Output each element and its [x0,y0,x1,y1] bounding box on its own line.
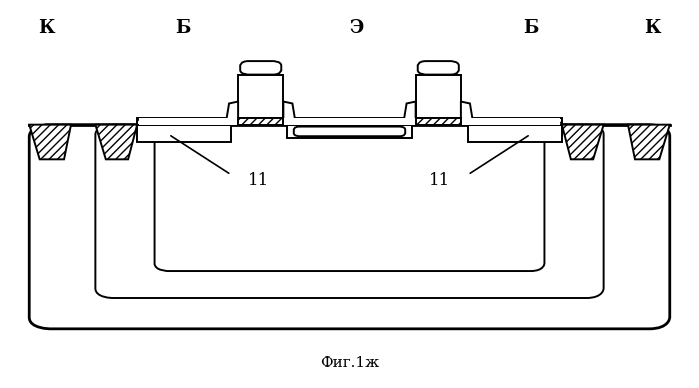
Polygon shape [416,74,461,118]
Text: Фиг.1ж: Фиг.1ж [320,357,379,371]
PathPatch shape [418,61,459,74]
Text: Б: Б [523,19,538,37]
PathPatch shape [95,125,604,298]
Polygon shape [138,118,238,125]
PathPatch shape [154,125,545,271]
Text: К: К [644,19,661,37]
Polygon shape [461,102,473,125]
Polygon shape [461,118,561,125]
Polygon shape [29,125,71,159]
Polygon shape [283,118,416,125]
Polygon shape [416,118,461,125]
Polygon shape [95,125,137,159]
Text: 11: 11 [429,172,451,189]
Text: К: К [38,19,55,37]
Polygon shape [137,118,562,125]
Polygon shape [628,125,670,159]
Polygon shape [238,118,283,125]
Polygon shape [403,102,416,125]
Text: Э: Э [350,19,363,37]
PathPatch shape [294,126,405,136]
PathPatch shape [240,61,281,74]
Polygon shape [238,74,283,118]
Polygon shape [287,125,412,138]
Polygon shape [562,125,604,159]
Text: Б: Б [175,19,190,37]
Polygon shape [137,125,231,142]
Polygon shape [283,102,296,125]
Polygon shape [468,125,562,142]
PathPatch shape [29,125,670,329]
Polygon shape [226,102,238,125]
Text: 11: 11 [248,172,270,189]
